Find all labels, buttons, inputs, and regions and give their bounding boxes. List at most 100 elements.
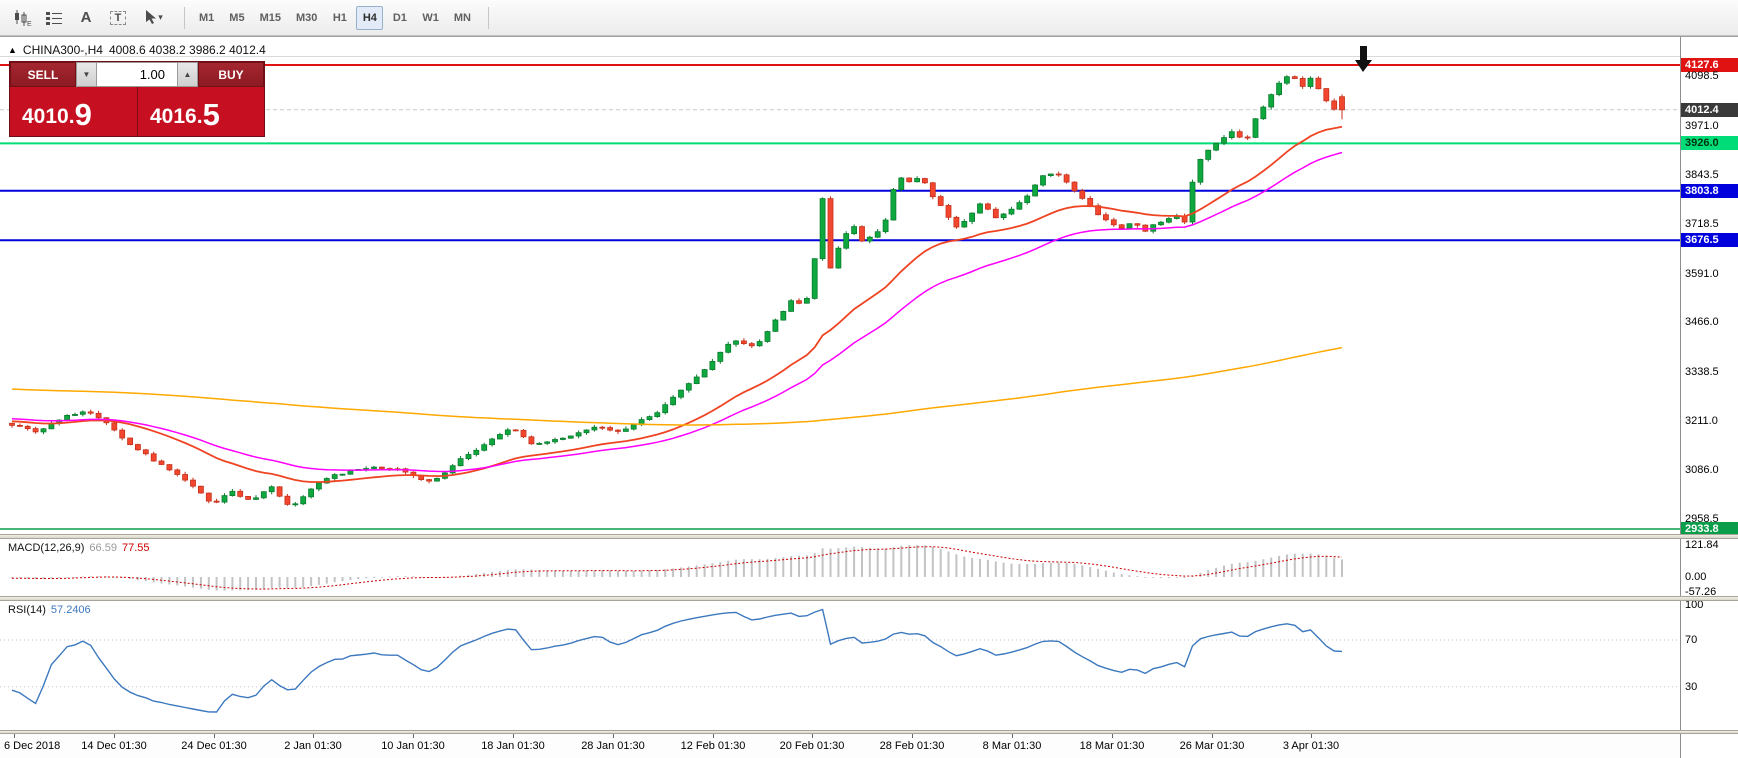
time-axis-label: 12 Feb 01:30	[680, 740, 746, 752]
time-axis-label: 18 Jan 01:30	[481, 740, 545, 752]
time-axis-label: 28 Jan 01:30	[581, 740, 645, 752]
time-axis-label: 24 Dec 01:30	[181, 740, 247, 752]
time-axis-label: 3 Apr 01:30	[1282, 740, 1340, 752]
timeframe-h1[interactable]: H1	[332, 11, 347, 24]
price-scale[interactable]: 4127.6 4098.5 4012.4 3971.0 3926.0 3843.5 3803…	[1681, 37, 1738, 758]
sell-price[interactable]: 4010. 9	[10, 87, 137, 136]
timeframe-mn[interactable]: MN	[453, 11, 471, 24]
pane-splitter-main-macd[interactable]	[0, 534, 1738, 539]
time-tick	[1012, 734, 1013, 738]
timeframe-m5[interactable]: M5	[229, 11, 245, 24]
time-axis-label: 20 Feb 01:30	[779, 740, 845, 752]
title-divider	[0, 56, 1680, 57]
time-tick	[1212, 734, 1213, 738]
sell-price-main: 4010.	[22, 105, 75, 128]
price-badge: 3803.8	[1681, 184, 1738, 198]
time-axis-label: 10 Jan 01:30	[381, 740, 445, 752]
price-tick-label: 3466.0	[1685, 316, 1719, 328]
price-tick-label: 3211.0	[1685, 415, 1718, 427]
rsi-indicator-label: RSI(14) 57.2406	[8, 604, 91, 616]
textbox-tool-icon[interactable]: T	[104, 5, 132, 31]
time-tick	[912, 734, 913, 738]
time-axis-label: 2 Jan 01:30	[284, 740, 342, 752]
timeframe-d1[interactable]: D1	[392, 11, 407, 24]
buy-price-big-digit: 5	[202, 97, 220, 132]
pane-splitter-rsi-time[interactable]	[0, 730, 1738, 734]
chevron-down-icon: ▾	[158, 12, 163, 22]
rsi-scale-label: 100	[1685, 599, 1704, 611]
price-tick-label: 3718.5	[1685, 218, 1719, 230]
time-tick	[713, 734, 714, 738]
price-tick-label: 3338.5	[1685, 366, 1719, 378]
timeframe-m1[interactable]: M1	[199, 11, 215, 24]
sell-price-big-digit: 9	[74, 97, 92, 132]
price-badge: 4127.6	[1681, 58, 1738, 72]
time-tick	[513, 734, 514, 738]
price-badge: 3926.0	[1681, 136, 1738, 150]
timeframe-w1[interactable]: W1	[422, 11, 439, 24]
buy-price-main: 4016.	[150, 105, 203, 128]
top-toolbar: E A T ▾ M1 M5 M15 M30 H1 H4 D1 W1 MN	[0, 0, 1738, 36]
chart-title: ▲ CHINA300-,H4 4008.6 4038.2 3986.2 4012…	[8, 43, 266, 57]
price-tick-label: 3591.0	[1685, 268, 1719, 280]
symbol-up-triangle-icon: ▲	[8, 45, 17, 55]
buy-button[interactable]: BUY	[198, 62, 264, 87]
price-badge: 4012.4	[1681, 103, 1738, 117]
buy-price[interactable]: 4016. 5	[137, 87, 264, 136]
macd-value-signal: 77.55	[121, 542, 150, 554]
macd-scale-label: -57.26	[1685, 586, 1717, 598]
time-tick	[812, 734, 813, 738]
toolbar-separator	[487, 6, 489, 29]
rsi-pane-canvas[interactable]	[0, 601, 1680, 730]
price-tick-label: 3971.0	[1685, 120, 1719, 132]
symbol-timeframe-label: CHINA300-,H4	[22, 43, 103, 57]
volume-input[interactable]	[97, 62, 177, 87]
text-tool-icon[interactable]: A	[80, 9, 92, 26]
time-axis-label: 8 Mar 01:30	[982, 740, 1042, 752]
macd-scale-label: 121.84	[1685, 539, 1719, 551]
timeframe-m15[interactable]: M15	[259, 11, 281, 24]
chart-candles-icon[interactable]: E	[8, 5, 36, 31]
time-tick	[613, 734, 614, 738]
main-chart-canvas[interactable]	[0, 57, 1680, 534]
macd-value-main: 66.59	[89, 542, 117, 554]
rsi-scale-label: 70	[1685, 634, 1698, 646]
volume-increase-button[interactable]: ▲	[177, 62, 198, 87]
time-axis[interactable]: 6 Dec 2018 14 Dec 01:30 24 Dec 01:30 2 Jan …	[0, 734, 1680, 758]
time-axis-label: 14 Dec 01:30	[81, 740, 147, 752]
time-tick	[214, 734, 215, 738]
indicator-list-icon[interactable]	[40, 5, 68, 31]
macd-name: MACD(12,26,9)	[8, 542, 85, 554]
textbox-glyph: T	[109, 10, 127, 25]
timeframe-m30[interactable]: M30	[295, 11, 318, 24]
volume-decrease-button[interactable]: ▼	[76, 62, 97, 87]
macd-scale-label: 0.00	[1685, 571, 1707, 583]
macd-indicator-label: MACD(12,26,9) 66.59 77.55	[8, 542, 149, 554]
pane-splitter-macd-rsi[interactable]	[0, 596, 1738, 601]
rsi-name: RSI(14)	[8, 604, 46, 616]
sell-button[interactable]: SELL	[10, 62, 76, 87]
arrow-down-marker	[1355, 46, 1372, 72]
timeframe-h4[interactable]: H4	[356, 5, 384, 30]
price-tick-label: 4098.5	[1685, 70, 1719, 82]
time-tick	[1311, 734, 1312, 738]
time-axis-label: 18 Mar 01:30	[1079, 740, 1145, 752]
price-tick-label: 3843.5	[1685, 169, 1719, 181]
price-badge: 3676.5	[1681, 233, 1738, 247]
time-axis-label: 26 Mar 01:30	[1179, 740, 1245, 752]
time-tick	[114, 734, 115, 738]
cursor-tool-icon[interactable]: ▾	[136, 5, 172, 31]
macd-pane-canvas[interactable]	[0, 539, 1680, 596]
time-tick	[413, 734, 414, 738]
time-axis-label: 6 Dec 2018	[4, 740, 61, 752]
time-axis-label: 28 Feb 01:30	[879, 740, 945, 752]
rsi-scale-label: 30	[1685, 681, 1698, 693]
price-tick-label: 3086.0	[1685, 464, 1719, 476]
time-tick	[14, 734, 15, 738]
time-tick	[1112, 734, 1113, 738]
price-badge: 2933.8	[1681, 522, 1738, 536]
time-tick	[313, 734, 314, 738]
one-click-trading-widget: SELL ▼ ▲ BUY 4010. 9 4016. 5	[9, 61, 265, 137]
chart-window: ▲ CHINA300-,H4 4008.6 4038.2 3986.2 4012…	[0, 36, 1738, 758]
toolbar-separator	[184, 6, 185, 29]
